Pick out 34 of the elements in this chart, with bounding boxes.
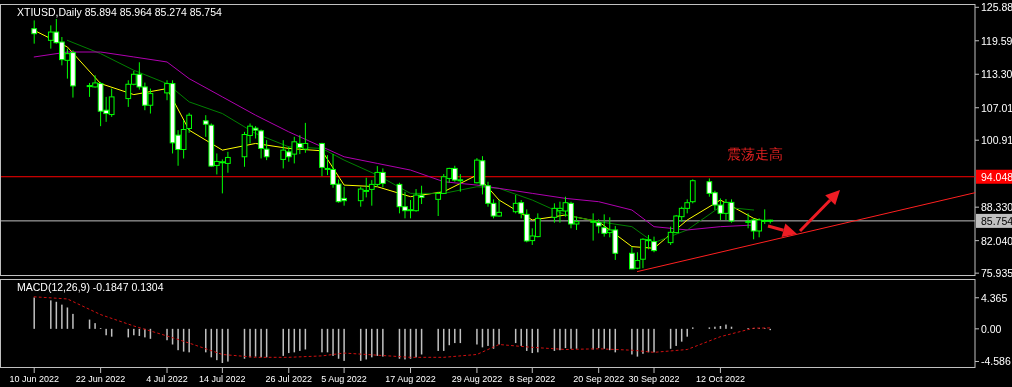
- x-tick-label: 22 Jun 2022: [75, 374, 126, 384]
- x-tick-label: 30 Sep 2022: [628, 374, 680, 384]
- x-tick-label: 5 Aug 2022: [321, 374, 367, 384]
- x-tick-label: 12 Oct 2022: [695, 374, 745, 384]
- y-tick-label: 82.040: [981, 234, 1012, 247]
- y-tick-label: -4.586: [981, 355, 1011, 368]
- x-tick-label: 26 Jul 2022: [265, 374, 313, 384]
- candlestick: [31, 19, 38, 45]
- chart-title: MACD(12,26,9) -0.1847 0.1304: [17, 281, 164, 293]
- y-tick-label: 107.01: [981, 101, 1012, 114]
- x-tick-label: 4 Jul 2022: [146, 374, 188, 384]
- x-tick-label: 14 Jul 2022: [199, 374, 246, 384]
- y-tick-label: 0.00: [981, 322, 1002, 335]
- x-tick-label: 10 Jun 2022: [9, 374, 59, 384]
- y-tick-label: 4.365: [981, 291, 1008, 304]
- annotation: 震荡走高: [727, 146, 783, 163]
- x-tick-label: 17 Aug 2022: [385, 374, 436, 384]
- candlestick: [319, 142, 325, 177]
- y-tick-label: 88.330: [981, 201, 1012, 214]
- candlestick: [689, 178, 696, 204]
- y-tick-label: 125.88: [981, 1, 1012, 14]
- x-tick-label: 29 Aug 2022: [451, 374, 503, 384]
- x-tick-label: 20 Sep 2022: [573, 374, 625, 384]
- y-tick-label: 75.935: [981, 267, 1012, 280]
- x-tick-label: 8 Sep 2022: [509, 374, 556, 384]
- y-tick-label: 100.91: [981, 134, 1012, 147]
- ref-line-label: 85.754: [981, 214, 1012, 227]
- candlestick: [551, 202, 558, 224]
- candlestick: [263, 139, 270, 161]
- ref-line-label: 94.048: [981, 170, 1012, 183]
- line-series: [33, 296, 771, 358]
- y-tick-label: 119.59: [981, 34, 1012, 47]
- y-tick-label: 113.30: [981, 68, 1012, 81]
- chart-title: XTIUSD,Daily 85.894 85.964 85.274 85.754: [17, 6, 223, 18]
